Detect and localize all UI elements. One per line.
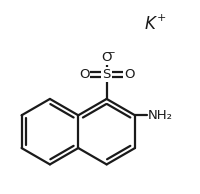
Text: NH₂: NH₂ [148,109,173,122]
Text: K: K [145,15,156,33]
Text: S: S [102,68,111,81]
Text: O: O [101,51,112,64]
Text: +: + [157,13,166,23]
Text: O: O [124,68,134,81]
Text: −: − [107,48,116,58]
Text: O: O [79,68,89,81]
